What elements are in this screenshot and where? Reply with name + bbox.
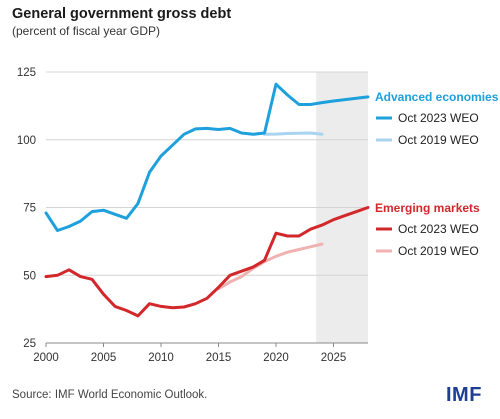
series-line-advanced-economies-oct-2023-weo xyxy=(44,82,370,232)
series-line-emerging-markets-oct-2023-weo xyxy=(44,206,370,318)
x-tick-label-2005: 2005 xyxy=(91,352,117,364)
y-tick-label-100: 100 xyxy=(17,135,36,147)
y-tick-label-125: 125 xyxy=(17,67,36,79)
x-tick-label-2015: 2015 xyxy=(206,352,232,364)
x-tick-label-2000: 2000 xyxy=(33,352,59,364)
legend-group-emerging-markets: Emerging markets xyxy=(375,201,480,215)
legend: Advanced economies Oct 2023 WEO Oct 2019… xyxy=(375,90,499,258)
series-line-advanced-economies-oct-2019-weo xyxy=(263,131,324,136)
legend-label-advanced-oct-2023: Oct 2023 WEO xyxy=(398,111,479,125)
legend-label-emerging-oct-2023: Oct 2023 WEO xyxy=(398,222,479,236)
legend-group-advanced-economies: Advanced economies xyxy=(375,90,499,104)
chart-subtitle: (percent of fiscal year GDP) xyxy=(12,24,161,38)
legend-label-emerging-oct-2019: Oct 2019 WEO xyxy=(398,244,479,258)
imf-logo: IMF xyxy=(446,384,482,406)
y-tick-label-50: 50 xyxy=(23,270,36,282)
x-tick-label-2025: 2025 xyxy=(321,352,347,364)
legend-label-advanced-oct-2019: Oct 2019 WEO xyxy=(398,133,479,147)
x-tick-label-2020: 2020 xyxy=(263,352,289,364)
y-tick-label-75: 75 xyxy=(23,203,36,215)
series-line-emerging-markets-oct-2019-weo xyxy=(217,242,324,291)
y-tick-label-25: 25 xyxy=(23,338,36,350)
source-note: Source: IMF World Economic Outlook. xyxy=(12,389,208,401)
x-tick-label-2010: 2010 xyxy=(148,352,174,364)
chart-title: General government gross debt xyxy=(12,6,232,22)
